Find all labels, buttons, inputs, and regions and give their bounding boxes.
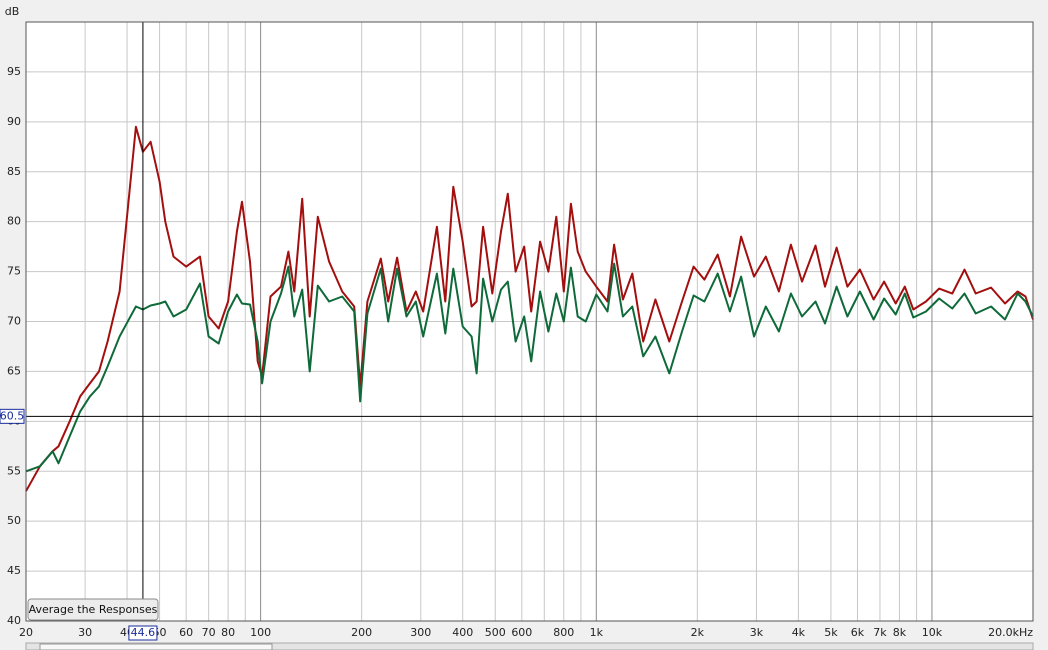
button-label[interactable]: Average the Responses	[29, 603, 158, 616]
x-tick-label: 300	[410, 626, 431, 639]
y-tick-label: 50	[7, 514, 21, 527]
x-tick-label: 100	[250, 626, 271, 639]
x-tick-label: 20.0kHz	[988, 626, 1033, 639]
plot-border	[25, 21, 1034, 622]
y-tick-label: 95	[7, 65, 21, 78]
cursor-y-label: 60.5	[0, 409, 24, 422]
y-tick-label: 45	[7, 564, 21, 577]
x-tick-label: 2k	[691, 626, 705, 639]
x-tick-label: 200	[351, 626, 372, 639]
x-tick-label: 400	[452, 626, 473, 639]
average-button[interactable]: Average the Responses	[27, 598, 159, 621]
y-tick-label: 65	[7, 364, 21, 377]
y-tick-label: 80	[7, 215, 21, 228]
x-tick-label: 500	[485, 626, 506, 639]
x-tick-label: 70	[202, 626, 216, 639]
cursor-x-box	[128, 625, 158, 641]
x-tick-label: 30	[78, 626, 92, 639]
x-tick-label: 60	[179, 626, 193, 639]
y-tick-label: 90	[7, 115, 21, 128]
y-axis-label: dB	[5, 5, 20, 18]
y-tick-label: 75	[7, 265, 21, 278]
x-tick-label: 20	[19, 626, 33, 639]
x-tick-label: 4k	[792, 626, 806, 639]
y-tick-label: 40	[7, 614, 21, 627]
cursor-x-label: 44.6	[131, 626, 156, 639]
response-curve	[25, 262, 1034, 473]
x-tick-label: 1k	[590, 626, 604, 639]
x-tick-label: 5k	[824, 626, 838, 639]
scrollbar[interactable]	[25, 642, 1034, 650]
y-tick-label: 70	[7, 315, 21, 328]
y-tick-label: 55	[7, 464, 21, 477]
x-tick-label: 6k	[851, 626, 865, 639]
cursor-y-box	[0, 408, 25, 424]
labels: 4045505560657075808590952030405060708010…	[0, 65, 1033, 641]
curves	[25, 22, 1034, 621]
x-tick-label: 80	[221, 626, 235, 639]
button-frame[interactable]	[27, 598, 159, 621]
x-tick-label: 600	[511, 626, 532, 639]
x-tick-label: 7k	[873, 626, 887, 639]
grid	[25, 22, 1034, 622]
x-tick-label: 800	[553, 626, 574, 639]
x-tick-label: 3k	[750, 626, 764, 639]
x-tick-label: 10k	[922, 626, 943, 639]
x-tick-label: 8k	[893, 626, 907, 639]
y-tick-label: 85	[7, 165, 21, 178]
scrollbar-thumb[interactable]	[39, 643, 273, 650]
response-curve	[25, 125, 1034, 492]
